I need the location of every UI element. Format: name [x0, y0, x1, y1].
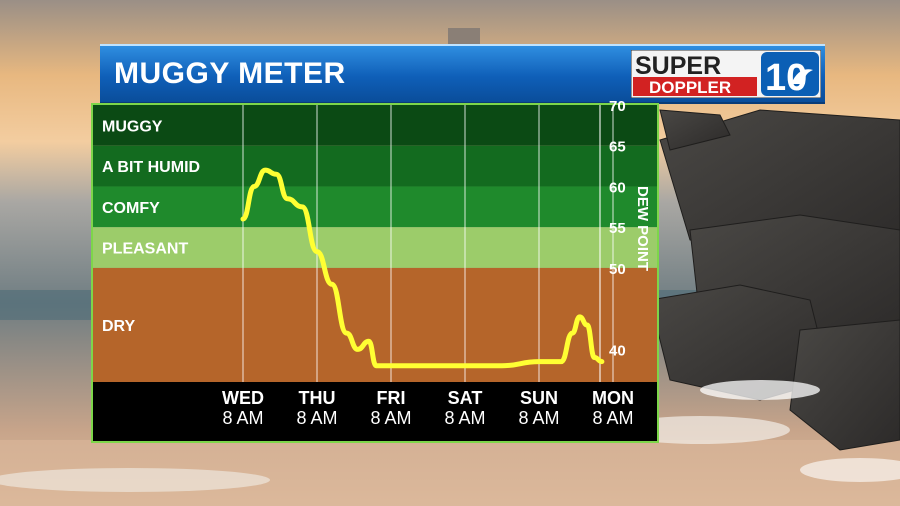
x-tick-day: FRI [377, 388, 406, 408]
band-muggy [93, 105, 657, 146]
band-pleasant [93, 227, 657, 268]
y-tick-label: 50 [609, 261, 626, 278]
chart-frame [91, 103, 659, 443]
y-tick-label: 60 [609, 179, 626, 196]
band-label: COMFY [102, 200, 160, 217]
wave-icon [791, 69, 813, 84]
dew-point-line [240, 167, 605, 369]
x-axis-background [93, 382, 657, 441]
x-tick-day: MON [592, 388, 634, 408]
y-tick-label: 70 [609, 98, 626, 115]
logo-word-bottom: DOPPLER [649, 78, 731, 97]
x-tick-day: WED [222, 388, 264, 408]
x-tick-time: 8 AM [370, 408, 411, 428]
x-tick-time: 8 AM [444, 408, 485, 428]
band-label: DRY [102, 318, 136, 335]
page-title: MUGGY METER [114, 57, 346, 90]
band-comfy [93, 186, 657, 228]
logo-word-top: SUPER [635, 52, 721, 80]
y-axis-title: DEW POINT [634, 186, 651, 271]
x-tick-day: THU [299, 388, 336, 408]
y-tick-label: 65 [609, 139, 626, 156]
y-tick-label: 55 [609, 220, 626, 237]
x-tick-time: 8 AM [296, 408, 337, 428]
x-tick-day: SAT [448, 388, 483, 408]
y-tick-label: 40 [609, 342, 626, 359]
x-tick-time: 8 AM [222, 408, 263, 428]
band-label: A BIT HUMID [102, 159, 200, 176]
x-tick-day: SUN [520, 388, 558, 408]
band-label: PLEASANT [102, 241, 188, 258]
band-label: MUGGY [102, 118, 163, 135]
super-doppler-10-logo: SUPER DOPPLER 10 [631, 50, 821, 98]
band-a-bit-humid [93, 145, 657, 187]
title-bar: MUGGY METER SUPER DOPPLER 10 [100, 44, 825, 104]
x-tick-time: 8 AM [592, 408, 633, 428]
x-tick-time: 8 AM [518, 408, 559, 428]
